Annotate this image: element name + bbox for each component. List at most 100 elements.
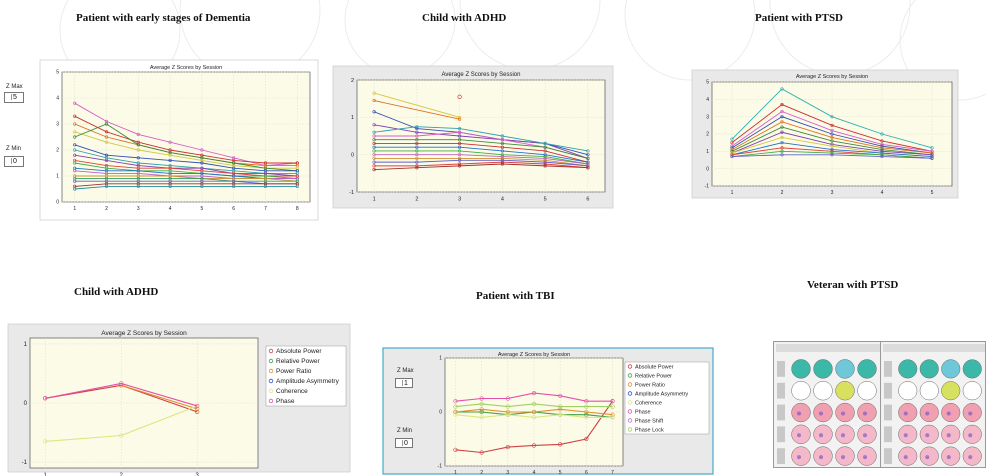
head-map (835, 381, 855, 401)
series-line (731, 142, 933, 157)
head-map (941, 403, 961, 422)
data-point (73, 114, 77, 118)
head-map (898, 381, 918, 401)
series-line (731, 110, 933, 152)
data-point (500, 156, 504, 160)
row-label-block (777, 361, 785, 377)
data-point (584, 412, 589, 417)
thumbnail-toolbar (776, 344, 880, 352)
data-point (586, 164, 590, 168)
x-tick-label: 7 (264, 206, 267, 212)
data-point (73, 161, 77, 165)
head-map (857, 446, 877, 466)
data-point (500, 154, 504, 159)
data-point (505, 396, 510, 401)
y-tick-label: 3 (56, 122, 59, 128)
head-map (941, 424, 961, 444)
data-point (780, 115, 784, 119)
data-point (232, 161, 236, 165)
data-point (458, 126, 462, 131)
zmax-input[interactable]: 5 (4, 92, 24, 103)
data-point (168, 158, 172, 162)
chart-title: Average Z Scores by Session (101, 330, 187, 337)
caption-dementia: Patient with early stages of Dementia (76, 12, 251, 24)
zmin-label: Z Min (6, 146, 21, 152)
data-point (479, 415, 484, 420)
chart-title: Average Z Scores by Session (442, 72, 521, 78)
data-point (458, 149, 462, 153)
head-map (857, 402, 877, 423)
row-label-block (884, 426, 892, 443)
data-point (415, 125, 419, 129)
data-point (543, 164, 547, 168)
x-tick-label: 4 (169, 206, 172, 212)
data-point (415, 160, 419, 164)
data-point (780, 109, 784, 114)
zmin-input[interactable]: 0 (4, 156, 24, 167)
panel-adhd-top: Average Z Scores by Session -1 0 1 2 1 2 3 4 5 6 (332, 65, 614, 209)
y-tick-label: 5 (56, 70, 59, 76)
series-line (731, 126, 933, 156)
zmax-input-tbi[interactable]: 1 (395, 378, 413, 388)
x-tick-label: 5 (201, 206, 204, 212)
data-point (372, 156, 376, 160)
legend-marker (268, 368, 274, 374)
data-point (136, 184, 140, 188)
legend-label: Amplitude Asymmetry (276, 378, 340, 385)
data-point (136, 156, 140, 160)
head-map-spot (863, 455, 867, 460)
data-point (136, 143, 140, 147)
series-line (455, 408, 613, 416)
x-tick-label: 2 (415, 197, 418, 203)
legend-label: Coherence (276, 388, 308, 395)
legend-label: Phase (635, 410, 651, 416)
series-line (731, 88, 933, 149)
y-tick-label: 0 (439, 410, 442, 416)
series-line (374, 157, 588, 167)
series-line (731, 131, 933, 156)
data-point (372, 141, 376, 146)
data-point (479, 396, 484, 401)
data-point (505, 412, 510, 417)
data-point (830, 135, 834, 140)
head-map (919, 359, 939, 379)
data-point (73, 148, 77, 152)
y-tick-label: 4 (56, 96, 59, 102)
zmax-label-tbi: Z Max (397, 368, 414, 374)
data-point (500, 158, 504, 162)
head-map-spot (797, 433, 801, 438)
data-point (586, 153, 590, 157)
x-tick-label: 4 (501, 197, 504, 203)
data-point (830, 144, 834, 148)
series-line (45, 405, 198, 442)
data-point (136, 132, 140, 136)
legend-label: Coherence (635, 401, 662, 407)
data-point (73, 122, 77, 126)
row-label-block (884, 361, 892, 377)
series-line (374, 100, 460, 120)
series-line (731, 121, 933, 154)
data-point (73, 135, 77, 139)
panel-adhd-bottom: Average Z Scores by Session -1 0 1 1 2 3 Absolu… (7, 323, 351, 476)
y-tick-label: -1 (349, 190, 354, 196)
chart-dementia: Average Z Scores by Session 0 1 2 3 4 5 1 2 3 4 5 6 7… (39, 59, 319, 221)
head-map-spot (946, 411, 951, 416)
data-point (586, 156, 590, 160)
data-point (458, 138, 462, 142)
legend-marker (627, 418, 633, 423)
data-point (453, 409, 458, 415)
y-tick-label: 1 (706, 149, 709, 155)
legend-label: Relative Power (276, 358, 321, 365)
zmin-input-tbi[interactable]: 0 (395, 438, 413, 448)
data-point (195, 406, 200, 412)
data-point (415, 145, 419, 149)
x-tick-label: 4 (533, 470, 536, 476)
data-point (415, 153, 419, 157)
head-map-spot (797, 411, 801, 416)
x-tick-label: 3 (137, 206, 140, 212)
x-tick-label: 6 (586, 197, 589, 203)
head-map-spot (819, 433, 823, 438)
head-map (791, 359, 811, 379)
data-point (453, 447, 458, 452)
series-line (374, 139, 589, 159)
